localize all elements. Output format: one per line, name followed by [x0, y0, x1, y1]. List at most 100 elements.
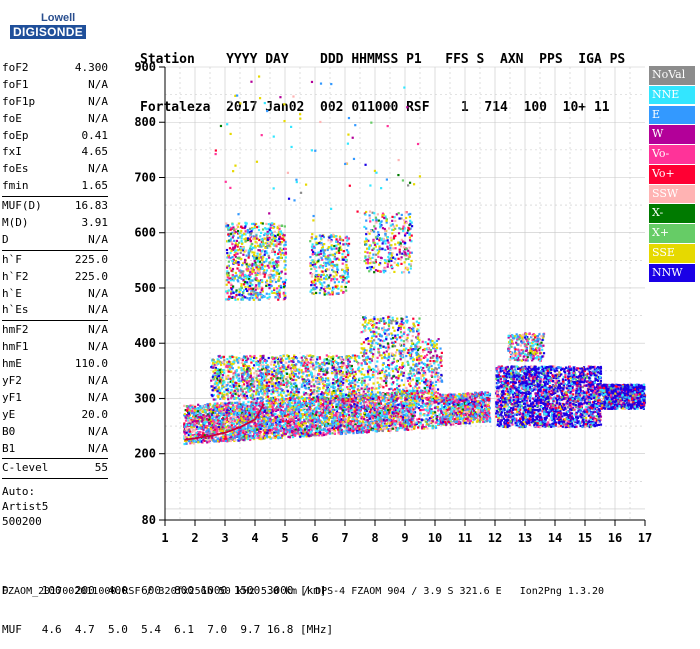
echo-point — [287, 413, 289, 415]
echo-point — [237, 419, 239, 421]
echo-point — [368, 422, 370, 424]
echo-point — [241, 419, 243, 421]
echo-point — [269, 405, 271, 407]
echo-point — [295, 404, 297, 406]
echo-point — [389, 406, 391, 408]
echo-point — [378, 400, 380, 402]
echo-point — [316, 421, 318, 423]
echo-point — [365, 424, 367, 426]
echo-point — [378, 403, 380, 405]
echo-point — [240, 417, 242, 419]
echo-point — [418, 362, 420, 364]
echo-point — [277, 418, 279, 420]
echo-point — [351, 418, 353, 420]
echo-point — [391, 423, 393, 425]
echo-point — [308, 429, 310, 431]
echo-point — [309, 404, 311, 406]
echo-point — [436, 347, 438, 349]
echo-point — [437, 392, 439, 394]
echo-point — [435, 381, 437, 383]
echo-point — [276, 426, 278, 428]
echo-point — [209, 404, 211, 406]
echo-point — [223, 404, 225, 406]
echo-point — [331, 421, 333, 423]
echo-point — [432, 427, 434, 429]
echo-point — [226, 414, 228, 416]
echo-point — [268, 426, 270, 428]
echo-point — [277, 436, 279, 438]
echo-point — [304, 420, 306, 422]
echo-point — [415, 400, 417, 402]
echo-point — [481, 412, 483, 414]
echo-point — [312, 401, 314, 403]
echo-point — [389, 409, 391, 411]
echo-point — [319, 399, 321, 401]
echo-point — [376, 421, 378, 423]
echo-point — [343, 430, 345, 432]
echo-point — [247, 401, 249, 403]
echo-point — [309, 434, 311, 436]
echo-point — [460, 406, 462, 408]
echo-point — [218, 416, 220, 418]
echo-point — [232, 404, 234, 406]
y-tick-label: 400 — [134, 336, 156, 350]
echo-point — [279, 437, 281, 439]
echo-point — [472, 408, 474, 410]
echo-point — [422, 375, 424, 377]
echo-point — [298, 406, 300, 408]
echo-point — [314, 417, 316, 419]
echo-point — [479, 402, 481, 404]
echo-point — [342, 409, 344, 411]
echo-point — [274, 437, 276, 439]
echo-point — [355, 413, 357, 415]
echo-point — [315, 408, 317, 410]
echo-point — [265, 423, 267, 425]
echo-point — [255, 408, 257, 410]
echo-point — [460, 412, 462, 414]
echo-point — [384, 411, 386, 413]
echo-point — [313, 403, 315, 405]
echo-point — [295, 412, 297, 414]
echo-point — [205, 425, 207, 427]
echo-point — [432, 360, 434, 362]
echo-point — [442, 394, 444, 396]
echo-point — [418, 358, 420, 360]
x-tick-label: 12 — [488, 531, 502, 545]
echo-point — [372, 422, 374, 424]
echo-point — [379, 418, 381, 420]
echo-point — [402, 418, 404, 420]
echo-point — [417, 426, 419, 428]
grid-lines — [165, 67, 645, 520]
echo-point — [286, 400, 288, 402]
echo-point — [425, 421, 427, 423]
echo-point — [202, 439, 204, 441]
echo-point — [431, 371, 433, 373]
echo-point — [301, 421, 303, 423]
echo-point — [310, 412, 312, 414]
echo-point — [477, 420, 479, 422]
echo-point — [435, 425, 437, 427]
echo-point — [194, 406, 196, 408]
echo-point — [394, 401, 396, 403]
echo-point — [269, 423, 271, 425]
echo-point — [392, 403, 394, 405]
echo-point — [191, 412, 193, 414]
echo-point — [426, 354, 428, 356]
echo-point — [183, 443, 185, 445]
echo-point — [233, 409, 235, 411]
echo-point — [324, 421, 326, 423]
echo-point — [420, 390, 422, 392]
echo-point — [470, 417, 472, 419]
echo-point — [332, 401, 334, 403]
echo-point — [234, 402, 236, 404]
echo-point — [242, 427, 244, 429]
echo-point — [413, 406, 415, 408]
echo-point — [305, 402, 307, 404]
echo-point — [186, 410, 188, 412]
echo-point — [461, 418, 463, 420]
echo-point — [307, 420, 309, 422]
echo-point — [291, 406, 293, 408]
echo-point — [387, 409, 389, 411]
echo-point — [426, 402, 428, 404]
echo-point — [286, 404, 288, 406]
